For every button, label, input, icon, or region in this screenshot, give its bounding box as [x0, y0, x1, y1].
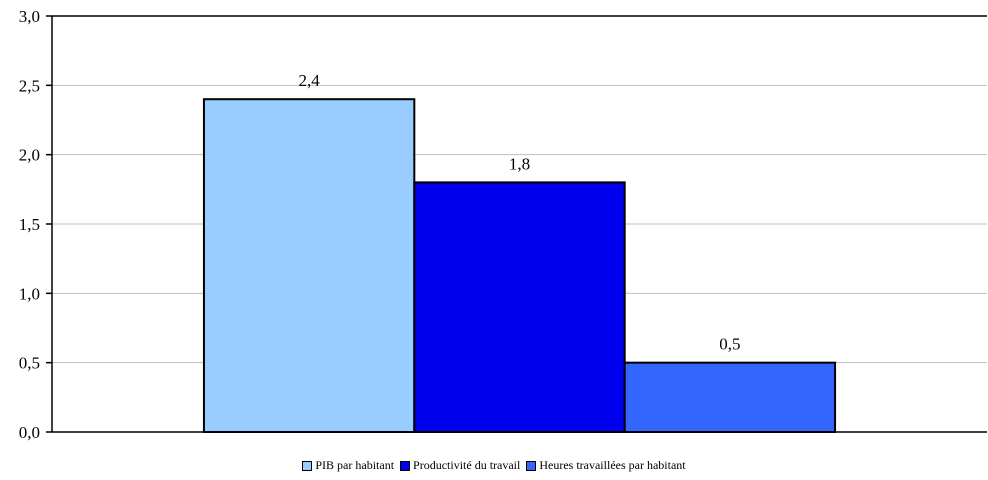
data-label-series-2: 1,8	[509, 154, 530, 173]
data-label-series-1: 2,4	[299, 71, 321, 90]
y-tick-label: 1,0	[19, 284, 40, 303]
legend-swatch	[302, 460, 313, 471]
legend-swatch	[526, 460, 537, 471]
bar-series-2	[413, 181, 626, 433]
bars	[202, 98, 837, 433]
data-labels: 2,4 1,8 0,5	[299, 71, 741, 353]
legend-label: PIB par habitant	[315, 458, 395, 472]
y-axis-ticks: 0,0 0,5 1,0 1,5 2,0 2,5 3,0	[19, 7, 52, 442]
legend-item-2: Productivité du travail	[400, 458, 520, 473]
legend-item-3: Heures travaillées par habitant	[526, 458, 686, 473]
bar-series-1	[202, 98, 416, 433]
y-tick-label: 0,5	[19, 354, 40, 373]
y-tick-label: 2,0	[19, 146, 40, 165]
bar-chart: 0,0 0,5 1,0 1,5 2,0 2,5 3,0 2,4 1,8 0,5	[19, 7, 987, 442]
data-label-series-3: 0,5	[719, 335, 740, 354]
legend-item-1: PIB par habitant	[302, 458, 394, 473]
legend-label: Productivité du travail	[413, 458, 521, 472]
legend-label: Heures travaillées par habitant	[539, 458, 686, 472]
y-tick-label: 1,5	[19, 215, 40, 234]
y-tick-label: 2,5	[19, 76, 40, 95]
bar-series-3	[623, 361, 837, 433]
legend: PIB par habitant Productivité du travail H…	[0, 458, 988, 475]
y-tick-label: 0,0	[19, 423, 40, 442]
legend-swatch	[400, 460, 411, 471]
y-tick-label: 3,0	[19, 7, 40, 26]
